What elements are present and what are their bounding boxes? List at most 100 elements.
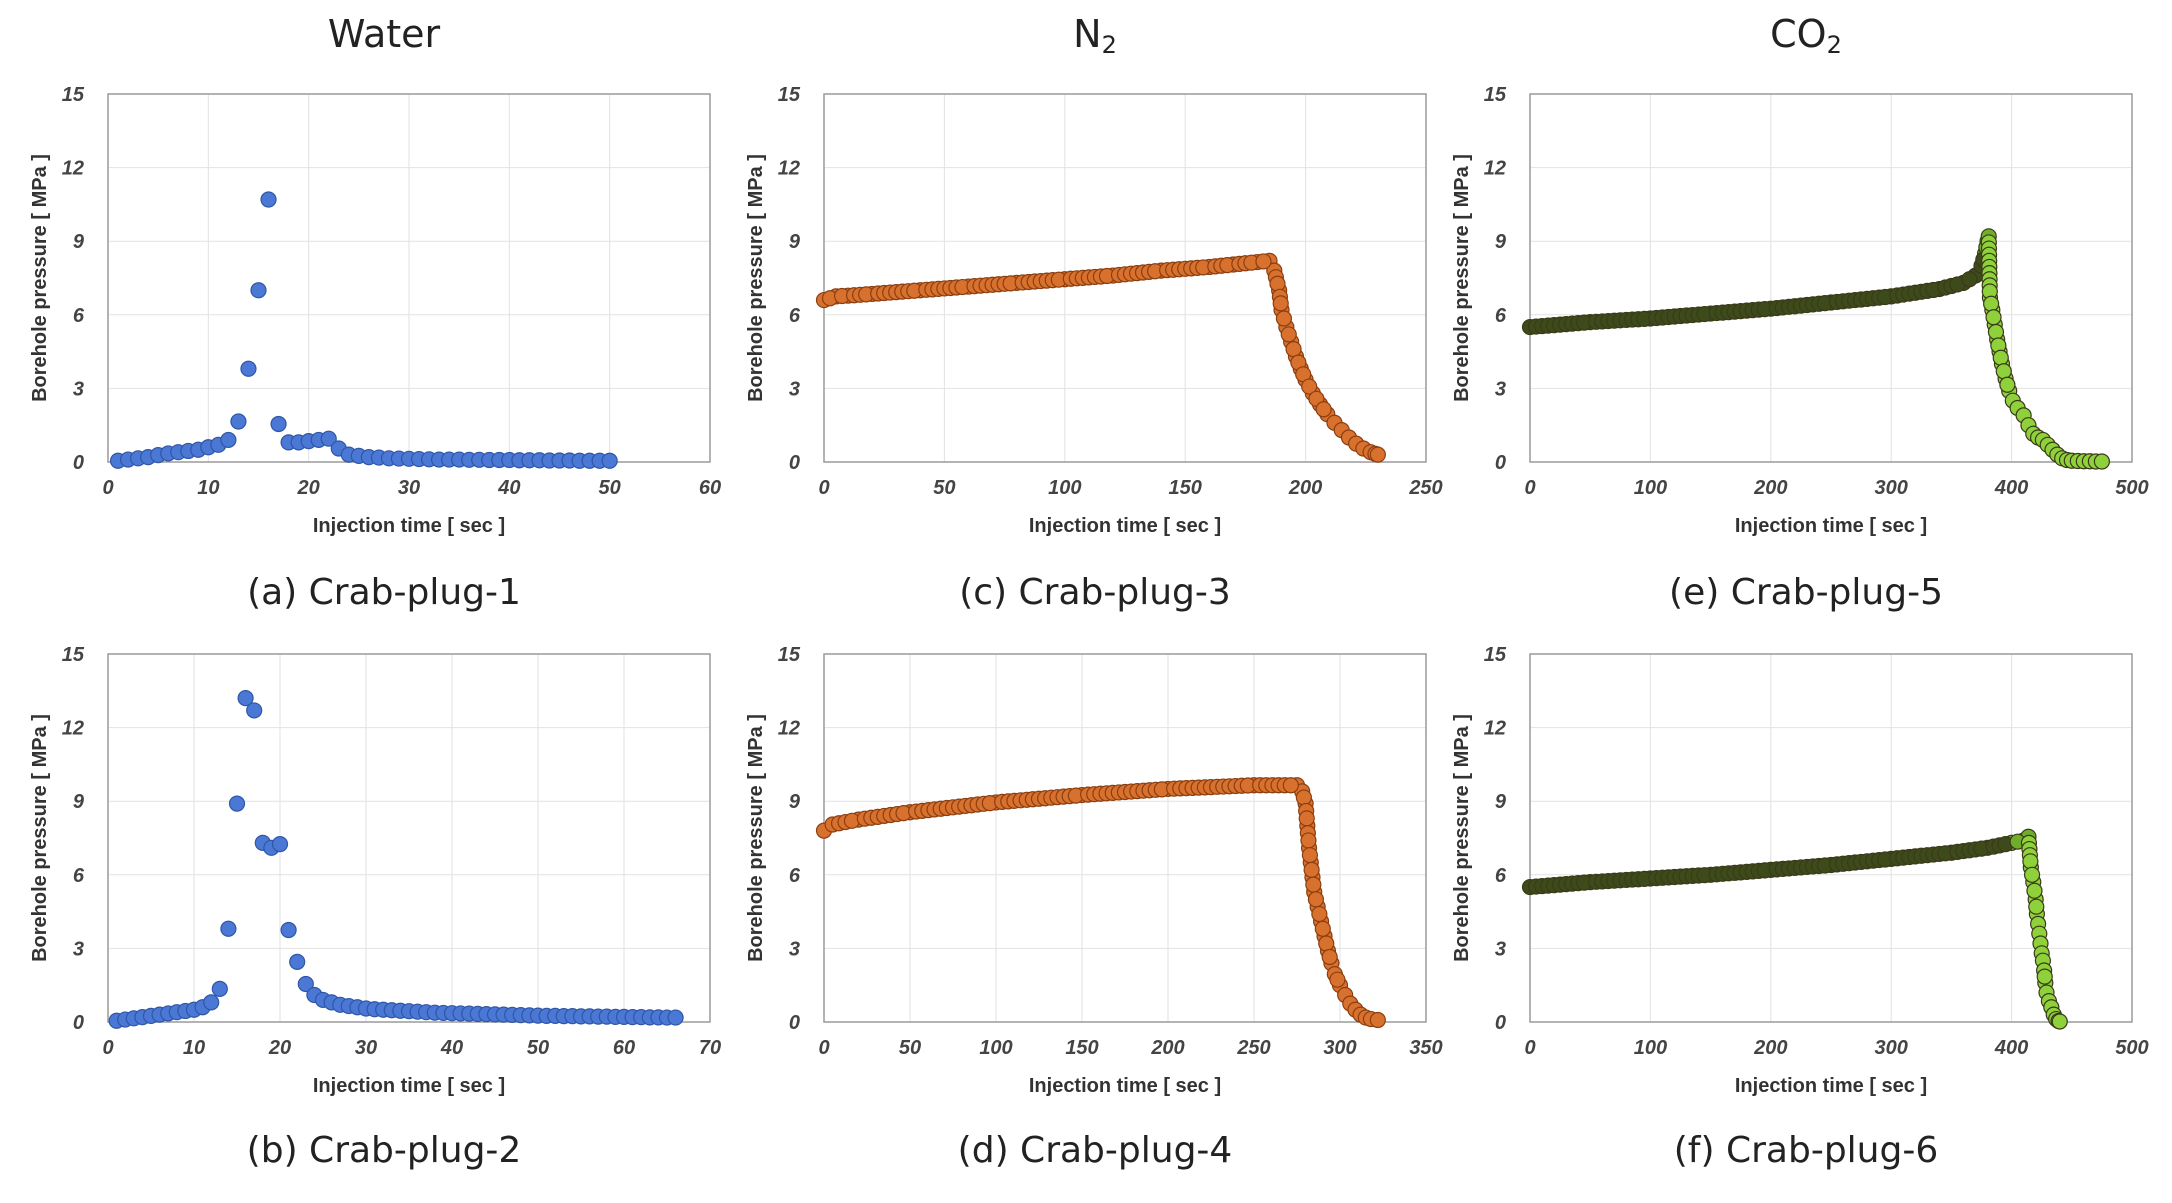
data-point: [1369, 446, 1386, 463]
chart-crab-plug-6: 0 100 200 300 400 500 0 3 6 9 12 15 Injection time […: [1451, 644, 2149, 1097]
data-point: [1255, 253, 1272, 270]
x-tick-label: 500: [2115, 1037, 2148, 1059]
x-tick-label: 50: [599, 477, 621, 499]
y-tick-label: 9: [789, 791, 801, 813]
x-tick-label: 100: [1634, 1037, 1667, 1059]
data-point: [2022, 853, 2039, 870]
data-point: [1303, 861, 1320, 878]
y-axis-label: Borehole pressure [ MPa ]: [1451, 714, 1473, 962]
x-tick-label: 200: [1288, 477, 1322, 499]
data-point: [270, 415, 287, 433]
data-point: [1321, 948, 1338, 966]
x-tick-label: 100: [1048, 477, 1081, 499]
data-point: [250, 282, 267, 299]
data-point: [228, 795, 246, 812]
y-tick-label: 12: [778, 158, 800, 180]
caption-d: (d) Crab-plug-4: [957, 1130, 1233, 1171]
data-point: [1300, 832, 1317, 849]
data-point: [1318, 935, 1335, 952]
y-tick-label: 9: [1495, 231, 1507, 253]
y-tick-label: 0: [789, 452, 800, 474]
data-point: [320, 430, 337, 447]
chart-crab-plug-1: 0 10 20 30 40 50 60 0 3 6 9 12 15 Injection time [ se…: [29, 84, 721, 537]
y-tick-label: 12: [62, 718, 84, 740]
data-point: [1295, 789, 1312, 806]
y-tick-label: 15: [778, 84, 801, 106]
data-point: [1282, 777, 1299, 794]
y-axis-label: Borehole pressure [ MPa ]: [1451, 154, 1473, 402]
data-point: [246, 702, 263, 719]
column-title-water: Water: [327, 12, 441, 56]
caption-a: (a) Crab-plug-1: [247, 572, 521, 613]
plot-frame: [823, 93, 1427, 463]
x-axis-label: Injection time [ sec ]: [1029, 515, 1221, 537]
data-point: [1272, 295, 1289, 312]
data-point: [1311, 905, 1328, 923]
x-tick-label: 50: [933, 477, 955, 499]
y-axis-label: Borehole pressure [ MPa ]: [745, 714, 767, 962]
column-title-co2: CO2: [1770, 12, 1842, 59]
y-tick-label: 0: [789, 1012, 800, 1034]
data-point: [2023, 866, 2041, 883]
y-axis-label: Borehole pressure [ MPa ]: [29, 154, 51, 402]
x-axis-label: Injection time [ sec ]: [313, 515, 505, 537]
data-point: [1985, 309, 2002, 326]
y-axis-label: Borehole pressure [ MPa ]: [745, 154, 767, 402]
x-tick-label: 50: [527, 1037, 549, 1059]
x-axis-label: Injection time [ sec ]: [1735, 1075, 1927, 1097]
y-axis-label: Borehole pressure [ MPa ]: [29, 714, 51, 962]
y-tick-label: 0: [1495, 452, 1506, 474]
x-tick-label: 0: [818, 1037, 829, 1059]
data-point: [1285, 341, 1302, 358]
y-tick-label: 0: [1495, 1012, 1506, 1034]
x-tick-label: 60: [699, 477, 721, 499]
data-point: [2036, 968, 2053, 985]
y-tick-label: 12: [1484, 718, 1506, 740]
data-point: [1999, 376, 2016, 393]
y-tick-label: 9: [1495, 791, 1507, 813]
x-tick-label: 200: [1753, 1037, 1787, 1059]
y-tick-label: 12: [62, 158, 84, 180]
data-point: [1301, 847, 1319, 864]
data-point: [280, 921, 297, 939]
y-tick-label: 15: [62, 84, 85, 106]
data-point: [1987, 323, 2005, 341]
caption-e: (e) Crab-plug-5: [1669, 572, 1943, 613]
x-axis-label: Injection time [ sec ]: [1735, 515, 1927, 537]
data-point: [1269, 275, 1286, 292]
y-tick-label: 3: [73, 378, 84, 400]
data-point: [1369, 1011, 1386, 1029]
y-tick-label: 6: [73, 305, 85, 327]
data-point: [211, 980, 228, 997]
y-tick-label: 3: [789, 938, 800, 960]
x-tick-label: 0: [1524, 1037, 1535, 1059]
data-point: [1301, 378, 1318, 395]
x-tick-label: 10: [183, 1037, 205, 1059]
data-point: [1280, 326, 1297, 343]
x-tick-label: 10: [197, 477, 219, 499]
column-title-n2: N2: [1073, 12, 1117, 59]
data-point: [2028, 898, 2045, 915]
data-point: [2051, 1013, 2068, 1030]
chart-crab-plug-3: 0 50 100 150 200 250 0 3 6 9 12 15 Injection time [ …: [745, 84, 1443, 537]
caption-b: (b) Crab-plug-2: [246, 1130, 522, 1171]
y-tick-label: 15: [62, 644, 85, 666]
y-tick-label: 3: [73, 938, 84, 960]
y-tick-label: 6: [789, 865, 801, 887]
data-point: [1992, 349, 2009, 366]
data-point: [1983, 295, 2000, 312]
data-point: [2026, 882, 2043, 899]
y-tick-label: 6: [73, 865, 85, 887]
data-point: [1305, 876, 1322, 893]
chart-crab-plug-5: 0 100 200 300 400 500 0 3 6 9 12 15 Injection time […: [1451, 84, 2149, 537]
x-tick-label: 0: [818, 477, 829, 499]
x-tick-label: 100: [979, 1037, 1012, 1059]
data-point: [1314, 920, 1331, 937]
x-tick-label: 150: [1169, 477, 1202, 499]
data-point: [260, 191, 277, 208]
x-tick-label: 250: [1408, 477, 1442, 499]
y-tick-label: 9: [789, 231, 801, 253]
x-tick-label: 30: [355, 1037, 377, 1059]
x-tick-label: 200: [1753, 477, 1787, 499]
